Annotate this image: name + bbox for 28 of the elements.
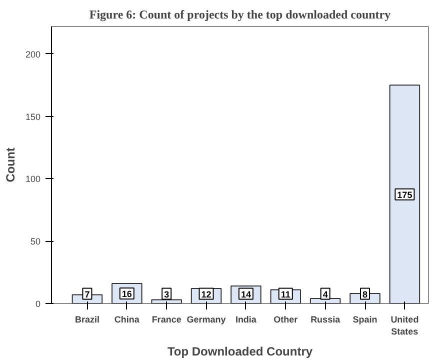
x-tick-label: Russia bbox=[310, 314, 342, 324]
data-label: 12 bbox=[201, 289, 212, 300]
x-tick-label: India bbox=[235, 314, 258, 324]
data-label: 8 bbox=[362, 289, 368, 300]
y-tick-label: 150 bbox=[25, 112, 41, 122]
x-tick-label: Spain bbox=[352, 314, 378, 324]
chart-title: Figure 6: Count of projects by the top downloaded country bbox=[89, 8, 391, 22]
x-tick-label: Brazil bbox=[74, 314, 100, 324]
x-tick-label: United States bbox=[390, 314, 419, 336]
x-axis-title: Top Downloaded Country bbox=[167, 344, 313, 358]
x-tick-label: France bbox=[152, 314, 182, 324]
data-label: 14 bbox=[240, 289, 251, 300]
data-label: 3 bbox=[164, 289, 170, 300]
data-label: 175 bbox=[397, 190, 412, 200]
data-label: 16 bbox=[122, 289, 132, 300]
bar bbox=[389, 84, 420, 304]
data-label: 4 bbox=[322, 289, 328, 300]
data-label: 7 bbox=[84, 289, 90, 300]
x-tick-label: China bbox=[114, 314, 140, 324]
y-axis-title: Count bbox=[3, 148, 18, 182]
y-tick-label: 50 bbox=[30, 236, 41, 247]
y-tick-label: 100 bbox=[25, 174, 41, 184]
x-tick-label: Other bbox=[274, 314, 298, 324]
y-tick-label: 0 bbox=[35, 299, 41, 309]
y-tick-label: 200 bbox=[25, 49, 41, 60]
bar bbox=[151, 299, 182, 304]
x-tick-label: Germany bbox=[186, 314, 226, 324]
data-label: 11 bbox=[280, 289, 290, 300]
